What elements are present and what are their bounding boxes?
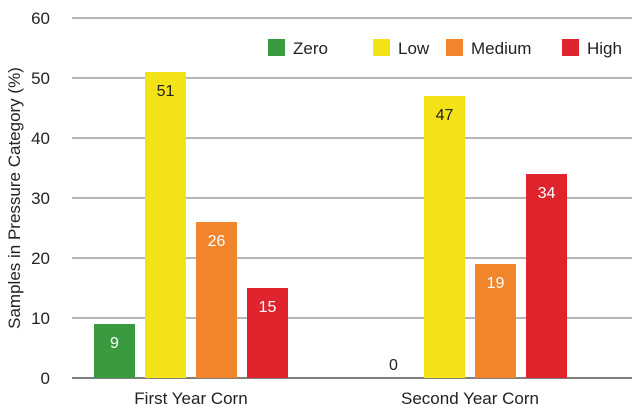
bar-medium-2 bbox=[475, 264, 516, 378]
y-tick-label-60: 60 bbox=[31, 9, 50, 28]
bar-high-2 bbox=[526, 174, 567, 378]
legend-label-high: High bbox=[587, 39, 622, 58]
data-label-low-1: 51 bbox=[157, 83, 175, 100]
y-tick-label-10: 10 bbox=[31, 309, 50, 328]
data-label-high-2: 34 bbox=[538, 185, 556, 202]
y-axis-title: Samples in Pressure Category (%) bbox=[5, 67, 24, 329]
y-tick-label-0: 0 bbox=[41, 369, 50, 388]
legend-swatch-zero bbox=[268, 39, 285, 56]
legend-label-zero: Zero bbox=[293, 39, 328, 58]
y-tick-label-50: 50 bbox=[31, 69, 50, 88]
data-label-zero-2: 0 bbox=[389, 357, 398, 374]
legend-swatch-low bbox=[373, 39, 390, 56]
bar-low-1 bbox=[145, 72, 186, 378]
bar-high-1 bbox=[247, 288, 288, 378]
data-labels: 9 51 26 15 0 47 19 34 bbox=[110, 83, 555, 374]
bar-medium-1 bbox=[196, 222, 237, 378]
legend-label-medium: Medium bbox=[471, 39, 531, 58]
data-label-medium-2: 19 bbox=[487, 275, 505, 292]
legend-swatch-high bbox=[562, 39, 579, 56]
x-category-label-1: First Year Corn bbox=[134, 389, 247, 408]
data-label-medium-1: 26 bbox=[208, 233, 226, 250]
y-tick-label-30: 30 bbox=[31, 189, 50, 208]
x-axis-categories: First Year Corn Second Year Corn bbox=[134, 389, 539, 408]
data-label-zero-1: 9 bbox=[110, 335, 119, 352]
legend-label-low: Low bbox=[398, 39, 430, 58]
data-label-high-1: 15 bbox=[259, 299, 277, 316]
bar-low-2 bbox=[424, 96, 465, 378]
y-tick-label-20: 20 bbox=[31, 249, 50, 268]
y-tick-label-40: 40 bbox=[31, 129, 50, 148]
legend: Zero Low Medium High bbox=[268, 39, 622, 58]
bars bbox=[94, 72, 567, 378]
legend-swatch-medium bbox=[446, 39, 463, 56]
x-category-label-2: Second Year Corn bbox=[401, 389, 539, 408]
y-axis-ticks: 0 10 20 30 40 50 60 bbox=[31, 9, 50, 388]
bar-zero-1 bbox=[94, 324, 135, 378]
data-label-low-2: 47 bbox=[436, 107, 454, 124]
